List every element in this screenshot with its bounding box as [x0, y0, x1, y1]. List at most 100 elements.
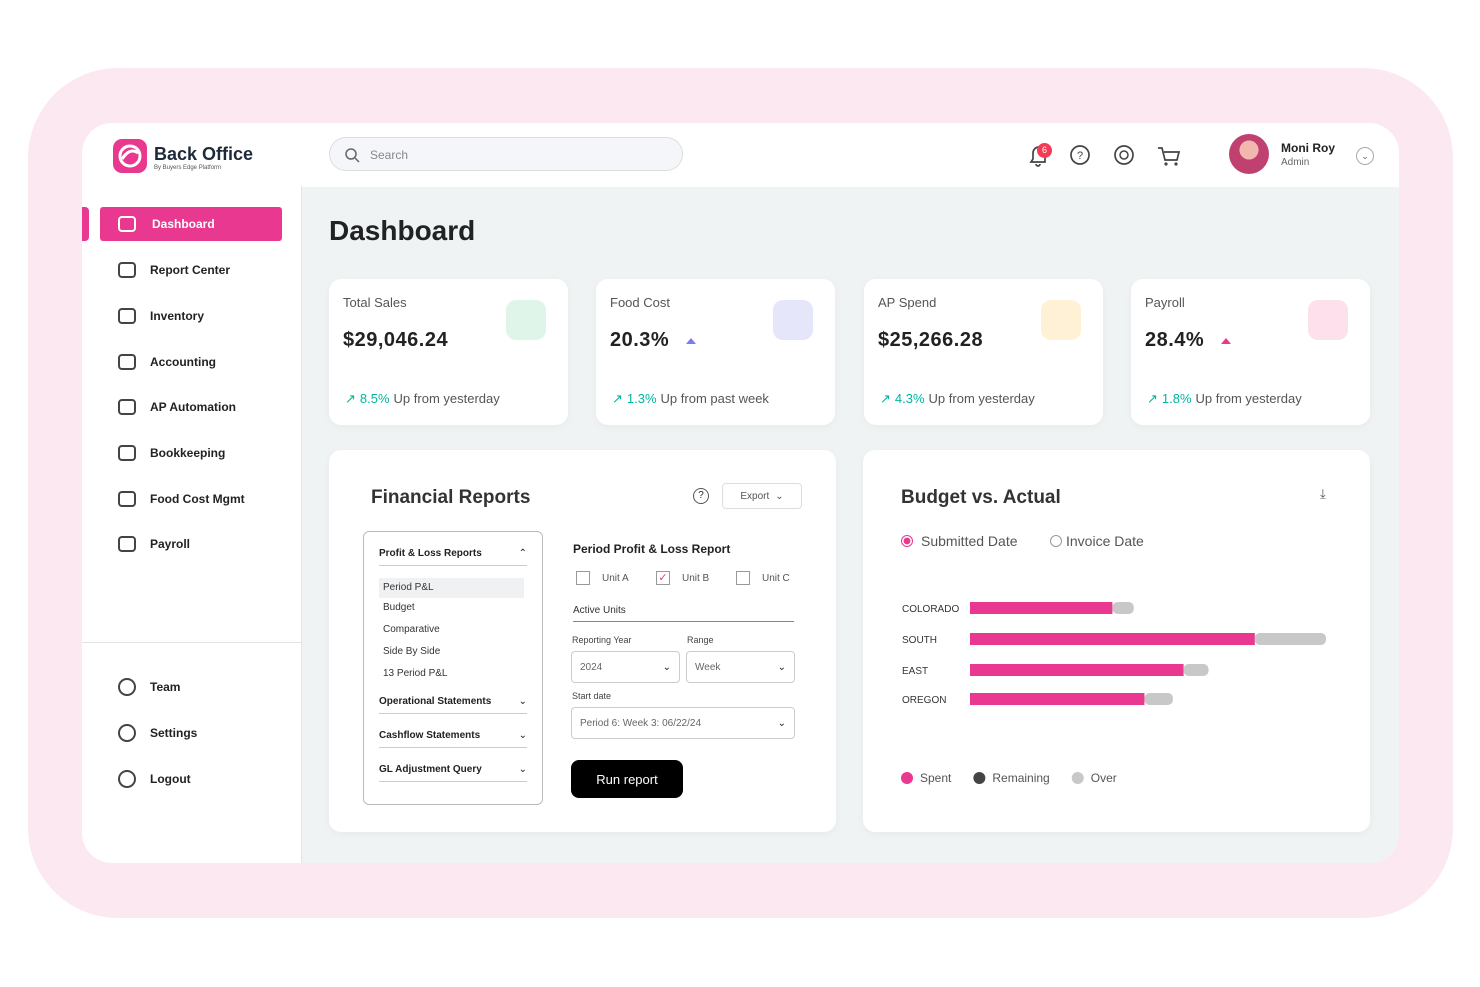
avatar[interactable] — [1229, 134, 1269, 174]
field-label: Start date — [572, 691, 612, 701]
download-icon[interactable]: ⤓ — [1320, 486, 1326, 501]
checkbox-label: Unit B — [682, 573, 710, 584]
budget-title: Budget vs. Actual — [901, 487, 1061, 508]
section-title: Cashflow Statements — [379, 730, 481, 741]
nav-label: Payroll — [150, 537, 191, 551]
bar-segment — [1144, 693, 1173, 705]
nav-label: Accounting — [150, 355, 216, 369]
category-label: OREGON — [902, 695, 946, 706]
section-header[interactable]: Profit & Loss Reports ⌃ — [379, 548, 527, 566]
report-item[interactable]: Period P&L — [379, 578, 524, 598]
report-item[interactable]: Budget — [383, 602, 415, 613]
field-value: Period 6: Week 3: 06/22/24 — [580, 717, 702, 729]
kpi-value: 28.4% — [1145, 329, 1205, 351]
bar-segment — [970, 633, 1255, 645]
change-value: 8.5% — [359, 391, 390, 406]
date-select[interactable]: Period 6: Week 3: 06/22/24 ⌄ — [571, 707, 795, 739]
search-box[interactable]: Search — [329, 137, 683, 171]
change-value: 4.3% — [894, 391, 925, 406]
radio-label: Submitted Date — [921, 533, 1018, 549]
run-button[interactable]: Run report — [571, 760, 683, 798]
category-label: EAST — [902, 666, 928, 677]
report-item[interactable]: 13 Period P&L — [383, 668, 448, 679]
trend-icon: ↗ — [345, 391, 356, 406]
nav-item[interactable]: AP Automation — [118, 395, 236, 419]
active-marker — [82, 207, 89, 241]
nav-icon — [118, 262, 136, 278]
kpi-change: ↗ 4.3% Up from yesterday — [880, 391, 1035, 407]
field-label: Reporting Year — [572, 635, 632, 645]
nav-item[interactable]: Bookkeeping — [118, 441, 225, 465]
chevron: ⌄ — [518, 764, 527, 775]
nav-label: Dashboard — [152, 217, 215, 231]
checkbox-label: Unit A — [602, 573, 629, 584]
svg-text:?: ? — [1077, 150, 1083, 162]
nav-label: Team — [150, 680, 181, 694]
kpi-label: AP Spend — [878, 295, 937, 310]
radio[interactable] — [901, 535, 913, 547]
toolbar-icons: ? — [1029, 145, 1181, 167]
nav-item[interactable]: Settings — [118, 721, 197, 745]
nav-icon — [118, 354, 136, 370]
report-item[interactable]: Comparative — [383, 624, 440, 635]
notification-badge: 6 — [1037, 143, 1052, 158]
change-text: Up from yesterday — [928, 391, 1035, 406]
trend-arrow — [686, 333, 696, 344]
nav-item[interactable]: Report Center — [118, 258, 230, 282]
user-menu[interactable]: ⌄ — [1356, 147, 1374, 165]
section-header[interactable]: Operational Statements ⌄ — [379, 696, 527, 714]
nav-icon — [118, 536, 136, 552]
report-list — [363, 531, 543, 805]
category-label: COLORADO — [902, 604, 959, 615]
year-select[interactable]: 2024 ⌄ — [571, 651, 680, 683]
kpi-card: Food Cost 20.3% ↗ 1.3% Up from past week — [596, 279, 835, 425]
nav-item[interactable]: Inventory — [118, 304, 204, 328]
nav-item[interactable]: Food Cost Mgmt — [118, 487, 245, 511]
change-text: Up from past week — [660, 391, 769, 406]
nav-icon — [118, 399, 136, 415]
range-select[interactable]: Week ⌄ — [686, 651, 795, 683]
change-text: Up from yesterday — [393, 391, 500, 406]
field-label: Range — [687, 635, 714, 645]
kpi-value: $29,046.24 — [343, 329, 449, 351]
nav-item[interactable]: Payroll — [118, 532, 190, 556]
nav-item[interactable]: Dashboard — [118, 212, 215, 236]
kpi-card: AP Spend $25,266.28 ↗ 4.3% Up from yesterday — [864, 279, 1103, 425]
active-units: Active Units — [573, 605, 794, 622]
field-value: Week — [695, 661, 721, 673]
page-title: Dashboard — [329, 215, 476, 246]
export-button[interactable]: Export ⌄ — [722, 483, 802, 509]
radio[interactable] — [1050, 535, 1062, 547]
kpi-label: Payroll — [1145, 295, 1185, 310]
sidebar-divider — [82, 642, 301, 643]
chevron: ⌄ — [518, 696, 527, 707]
checkbox[interactable] — [576, 571, 590, 585]
nav-icon — [118, 216, 136, 232]
legend-label: Over — [1091, 771, 1117, 785]
nav-icon — [118, 491, 136, 507]
nav-item[interactable]: Accounting — [118, 350, 216, 374]
help-icon[interactable]: ? — [693, 488, 709, 504]
brand-tagline: By Buyers Edge Platform — [154, 165, 222, 171]
checkbox[interactable] — [736, 571, 750, 585]
nav-label: Food Cost Mgmt — [150, 492, 245, 506]
logo — [113, 139, 147, 173]
checkbox[interactable]: ✓ — [656, 571, 670, 585]
legend-dot — [973, 772, 986, 784]
change-value: 1.8% — [1161, 391, 1192, 406]
section-header[interactable]: GL Adjustment Query ⌄ — [379, 764, 527, 782]
section-header[interactable]: Cashflow Statements ⌄ — [379, 730, 527, 748]
nav-item[interactable]: Logout — [118, 767, 191, 791]
user-name: Moni Roy — [1281, 141, 1335, 155]
nav-item[interactable]: Team — [118, 675, 180, 699]
bar-segment — [1183, 664, 1209, 676]
nav-label: Settings — [150, 726, 198, 740]
bar-segment — [970, 602, 1113, 614]
legend-dot — [901, 772, 913, 784]
trend-icon: ↗ — [880, 391, 891, 406]
nav-label: Logout — [150, 772, 191, 786]
report-item[interactable]: Side By Side — [383, 646, 441, 657]
category-label: SOUTH — [902, 635, 937, 646]
chevron: ⌄ — [518, 730, 527, 741]
nav-icon — [118, 678, 136, 696]
